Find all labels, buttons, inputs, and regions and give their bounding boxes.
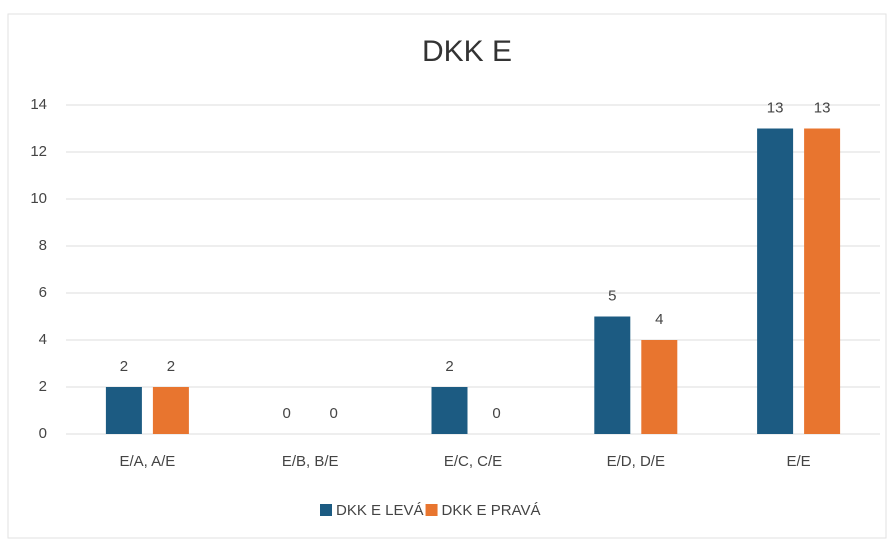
x-tick-label: E/A, A/E	[119, 453, 175, 470]
data-label: 0	[330, 405, 338, 422]
chart-title: DKK E	[422, 35, 512, 68]
data-label: 5	[608, 287, 616, 304]
x-tick-label: E/E	[787, 453, 811, 470]
data-label: 0	[492, 405, 500, 422]
legend-swatch	[425, 504, 438, 516]
data-label: 0	[283, 405, 291, 422]
legend-swatch	[320, 504, 332, 516]
bar	[804, 128, 841, 434]
x-tick-label: E/B, B/E	[282, 453, 339, 470]
data-label: 2	[167, 358, 175, 375]
y-tick-label: 8	[39, 237, 47, 254]
y-tick-label: 12	[30, 143, 47, 160]
bar	[105, 387, 142, 434]
y-tick-label: 2	[39, 378, 47, 395]
bar	[594, 316, 631, 434]
bar	[757, 128, 794, 434]
data-label: 2	[445, 358, 453, 375]
y-tick-label: 6	[39, 284, 47, 301]
chart-frame	[7, 13, 887, 539]
bar	[431, 387, 468, 434]
y-tick-label: 0	[39, 425, 47, 442]
x-tick-label: E/C, C/E	[444, 453, 502, 470]
y-tick-label: 10	[30, 190, 47, 207]
bar	[641, 340, 678, 434]
y-tick-label: 4	[39, 331, 47, 348]
bar	[152, 387, 189, 434]
data-label: 2	[120, 358, 128, 375]
data-label: 4	[655, 311, 663, 328]
data-label: 13	[814, 99, 831, 116]
x-tick-label: E/D, D/E	[607, 453, 665, 470]
data-label: 13	[767, 99, 784, 116]
legend-label: DKK E PRAVÁ	[442, 502, 541, 519]
y-tick-label: 14	[30, 96, 47, 113]
legend-label: DKK E LEVÁ	[336, 502, 424, 519]
